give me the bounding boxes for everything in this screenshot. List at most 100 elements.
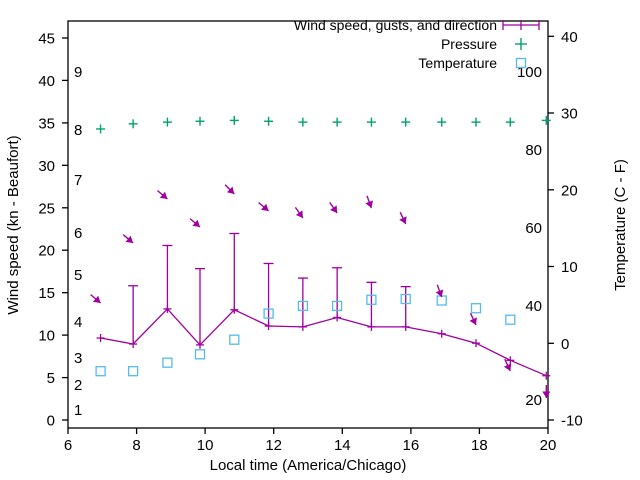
x-tick-label-8: 8 — [132, 437, 140, 454]
x-tick-label-10: 10 — [197, 437, 214, 454]
arrow-head — [125, 235, 134, 243]
wind-gust-bars — [128, 232, 411, 345]
y-tick-label-35: 35 — [38, 115, 55, 132]
y-tick-label-45: 45 — [38, 31, 55, 48]
arrow-head — [226, 186, 235, 194]
legend-label-wind: Wind speed, gusts, and direction — [294, 17, 497, 33]
x-tick-label-14: 14 — [334, 437, 351, 454]
wind-direction-arrow — [435, 284, 444, 298]
fahrenheit-label-20: 20 — [525, 392, 542, 409]
wind-speed-point — [230, 305, 239, 314]
y-axis-right: -10 0 10 20 30 40 — [548, 29, 583, 430]
wind-direction-arrow — [122, 234, 134, 244]
pressure-point — [437, 117, 447, 127]
pressure-point — [505, 117, 515, 127]
x-tick-label-12: 12 — [265, 437, 282, 454]
wind-gust-bar — [332, 267, 343, 318]
wind-speed-series — [96, 304, 551, 380]
wind-gust-bar — [162, 244, 173, 309]
pressure-point — [128, 119, 138, 129]
fahrenheit-label-100: 100 — [517, 64, 542, 81]
x-axis-ticks — [67, 428, 549, 434]
wind-speed-point — [129, 340, 138, 349]
beaufort-label-2: 2 — [74, 377, 82, 394]
temperature-point — [297, 300, 309, 312]
legend-label-temperature: Temperature — [418, 55, 497, 71]
wind-gust-bar — [400, 285, 411, 327]
fahrenheit-scale-labels: 20 40 60 80 100 — [517, 64, 542, 409]
y-tick-label-25: 25 — [38, 200, 55, 217]
wind-direction-arrow — [90, 294, 102, 304]
beaufort-label-5: 5 — [74, 267, 82, 284]
temperature-point — [194, 349, 206, 360]
wind-speed-point — [196, 340, 204, 349]
arrow-head — [261, 203, 269, 211]
beaufort-label-3: 3 — [74, 350, 82, 367]
pressure-point — [332, 117, 342, 127]
temperature-point — [436, 295, 447, 306]
y2-tick-label-30: 30 — [561, 106, 578, 123]
legend-label-pressure: Pressure — [441, 36, 497, 52]
temperature-point — [263, 308, 274, 319]
temperature-series — [95, 293, 516, 377]
wind-gust-bar — [128, 285, 139, 345]
wind-direction-arrows — [90, 184, 551, 398]
fahrenheit-label-80: 80 — [525, 142, 542, 159]
wind-gust-bar — [263, 262, 274, 327]
wind-speed-point — [542, 371, 551, 380]
y2-tick-label-10: 10 — [561, 259, 578, 276]
temperature-point — [331, 300, 343, 312]
legend-marker-pressure — [515, 38, 527, 50]
wind-gust-bar — [229, 232, 240, 310]
arrow-head — [192, 219, 200, 227]
y-tick-label-30: 30 — [38, 158, 55, 175]
wind-speed-point — [163, 304, 172, 313]
x-axis-title: Local time (America/Chicago) — [210, 457, 407, 474]
wind-speed-point — [298, 322, 307, 331]
x-tick-label-16: 16 — [403, 437, 420, 454]
beaufort-label-6: 6 — [74, 225, 82, 242]
y2-axis-ticks — [548, 35, 554, 421]
temperature-point — [229, 334, 240, 345]
x-tick-label-6: 6 — [64, 437, 72, 454]
wind-direction-arrow — [258, 202, 270, 212]
arrow-head — [542, 391, 551, 398]
pressure-point — [401, 117, 411, 127]
y-tick-label-10: 10 — [38, 328, 55, 345]
wind-direction-arrow — [503, 358, 512, 372]
arrow-head — [295, 210, 303, 218]
x-tick-label-20: 20 — [540, 437, 557, 454]
beaufort-label-9: 9 — [74, 64, 82, 81]
temperature-point — [127, 366, 139, 377]
wind-direction-arrow — [399, 211, 407, 225]
wind-speed-point — [437, 329, 446, 338]
wind-speed-point — [264, 322, 273, 331]
y-axis-title-left: Wind speed (kn - Beaufort) — [5, 135, 22, 314]
temperature-point — [95, 366, 106, 377]
y2-tick-label-40: 40 — [561, 29, 578, 46]
temperature-point — [470, 303, 482, 314]
wind-gust-bar — [195, 267, 205, 345]
wind-direction-arrow — [157, 190, 168, 200]
pressure-point — [298, 117, 308, 127]
x-axis: 6 8 10 12 14 16 18 20 — [64, 428, 557, 454]
y-tick-label-20: 20 — [38, 243, 55, 260]
wind-direction-arrow — [365, 195, 373, 209]
wind-speed-line — [100, 307, 547, 377]
wind-speed-point — [506, 356, 515, 365]
wind-speed-point — [367, 322, 376, 331]
pressure-point — [195, 116, 205, 126]
arrow-head — [93, 295, 101, 303]
y-axis-title-right: Temperature (C - F) — [612, 159, 629, 291]
arrow-head — [365, 200, 373, 208]
legend-marker-temperature — [515, 57, 527, 69]
wind-direction-arrow — [469, 312, 477, 326]
temperature-point — [400, 293, 411, 305]
wind-gust-bar — [297, 277, 308, 327]
temperature-point — [505, 314, 516, 325]
arrow-head — [503, 363, 512, 371]
temperature-point — [162, 357, 173, 368]
y2-tick-label-minus10: -10 — [561, 413, 583, 430]
wind-direction-arrow — [329, 201, 338, 214]
